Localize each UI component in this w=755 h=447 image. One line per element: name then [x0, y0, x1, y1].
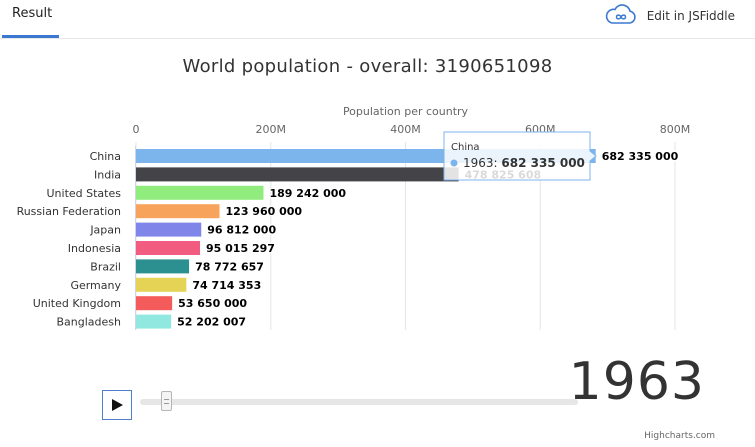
year-slider-track[interactable]	[140, 399, 578, 405]
year-slider-handle[interactable]	[161, 391, 172, 411]
highcharts-credits-link[interactable]: Highcharts.com	[644, 431, 715, 441]
tab-result-label: Result	[12, 6, 53, 21]
chart-title-total: 3190651098	[434, 56, 553, 77]
edit-in-jsfiddle-link[interactable]: Edit in JSFiddle	[603, 3, 735, 29]
play-button[interactable]	[102, 390, 132, 420]
cloud-infinity-icon	[603, 3, 639, 29]
play-icon	[110, 398, 124, 412]
chart-title: World population - overall: 3190651098	[0, 56, 735, 77]
chart-stage	[0, 39, 755, 447]
edit-in-jsfiddle-label: Edit in JSFiddle	[646, 9, 735, 23]
top-bar: Result Edit in JSFiddle	[0, 0, 755, 39]
year-label: 1963	[568, 352, 705, 412]
timeline-controls: 1963 Highcharts.com	[0, 352, 755, 447]
chart-title-text: World population - overall:	[182, 56, 435, 77]
tab-result[interactable]: Result	[2, 0, 59, 38]
